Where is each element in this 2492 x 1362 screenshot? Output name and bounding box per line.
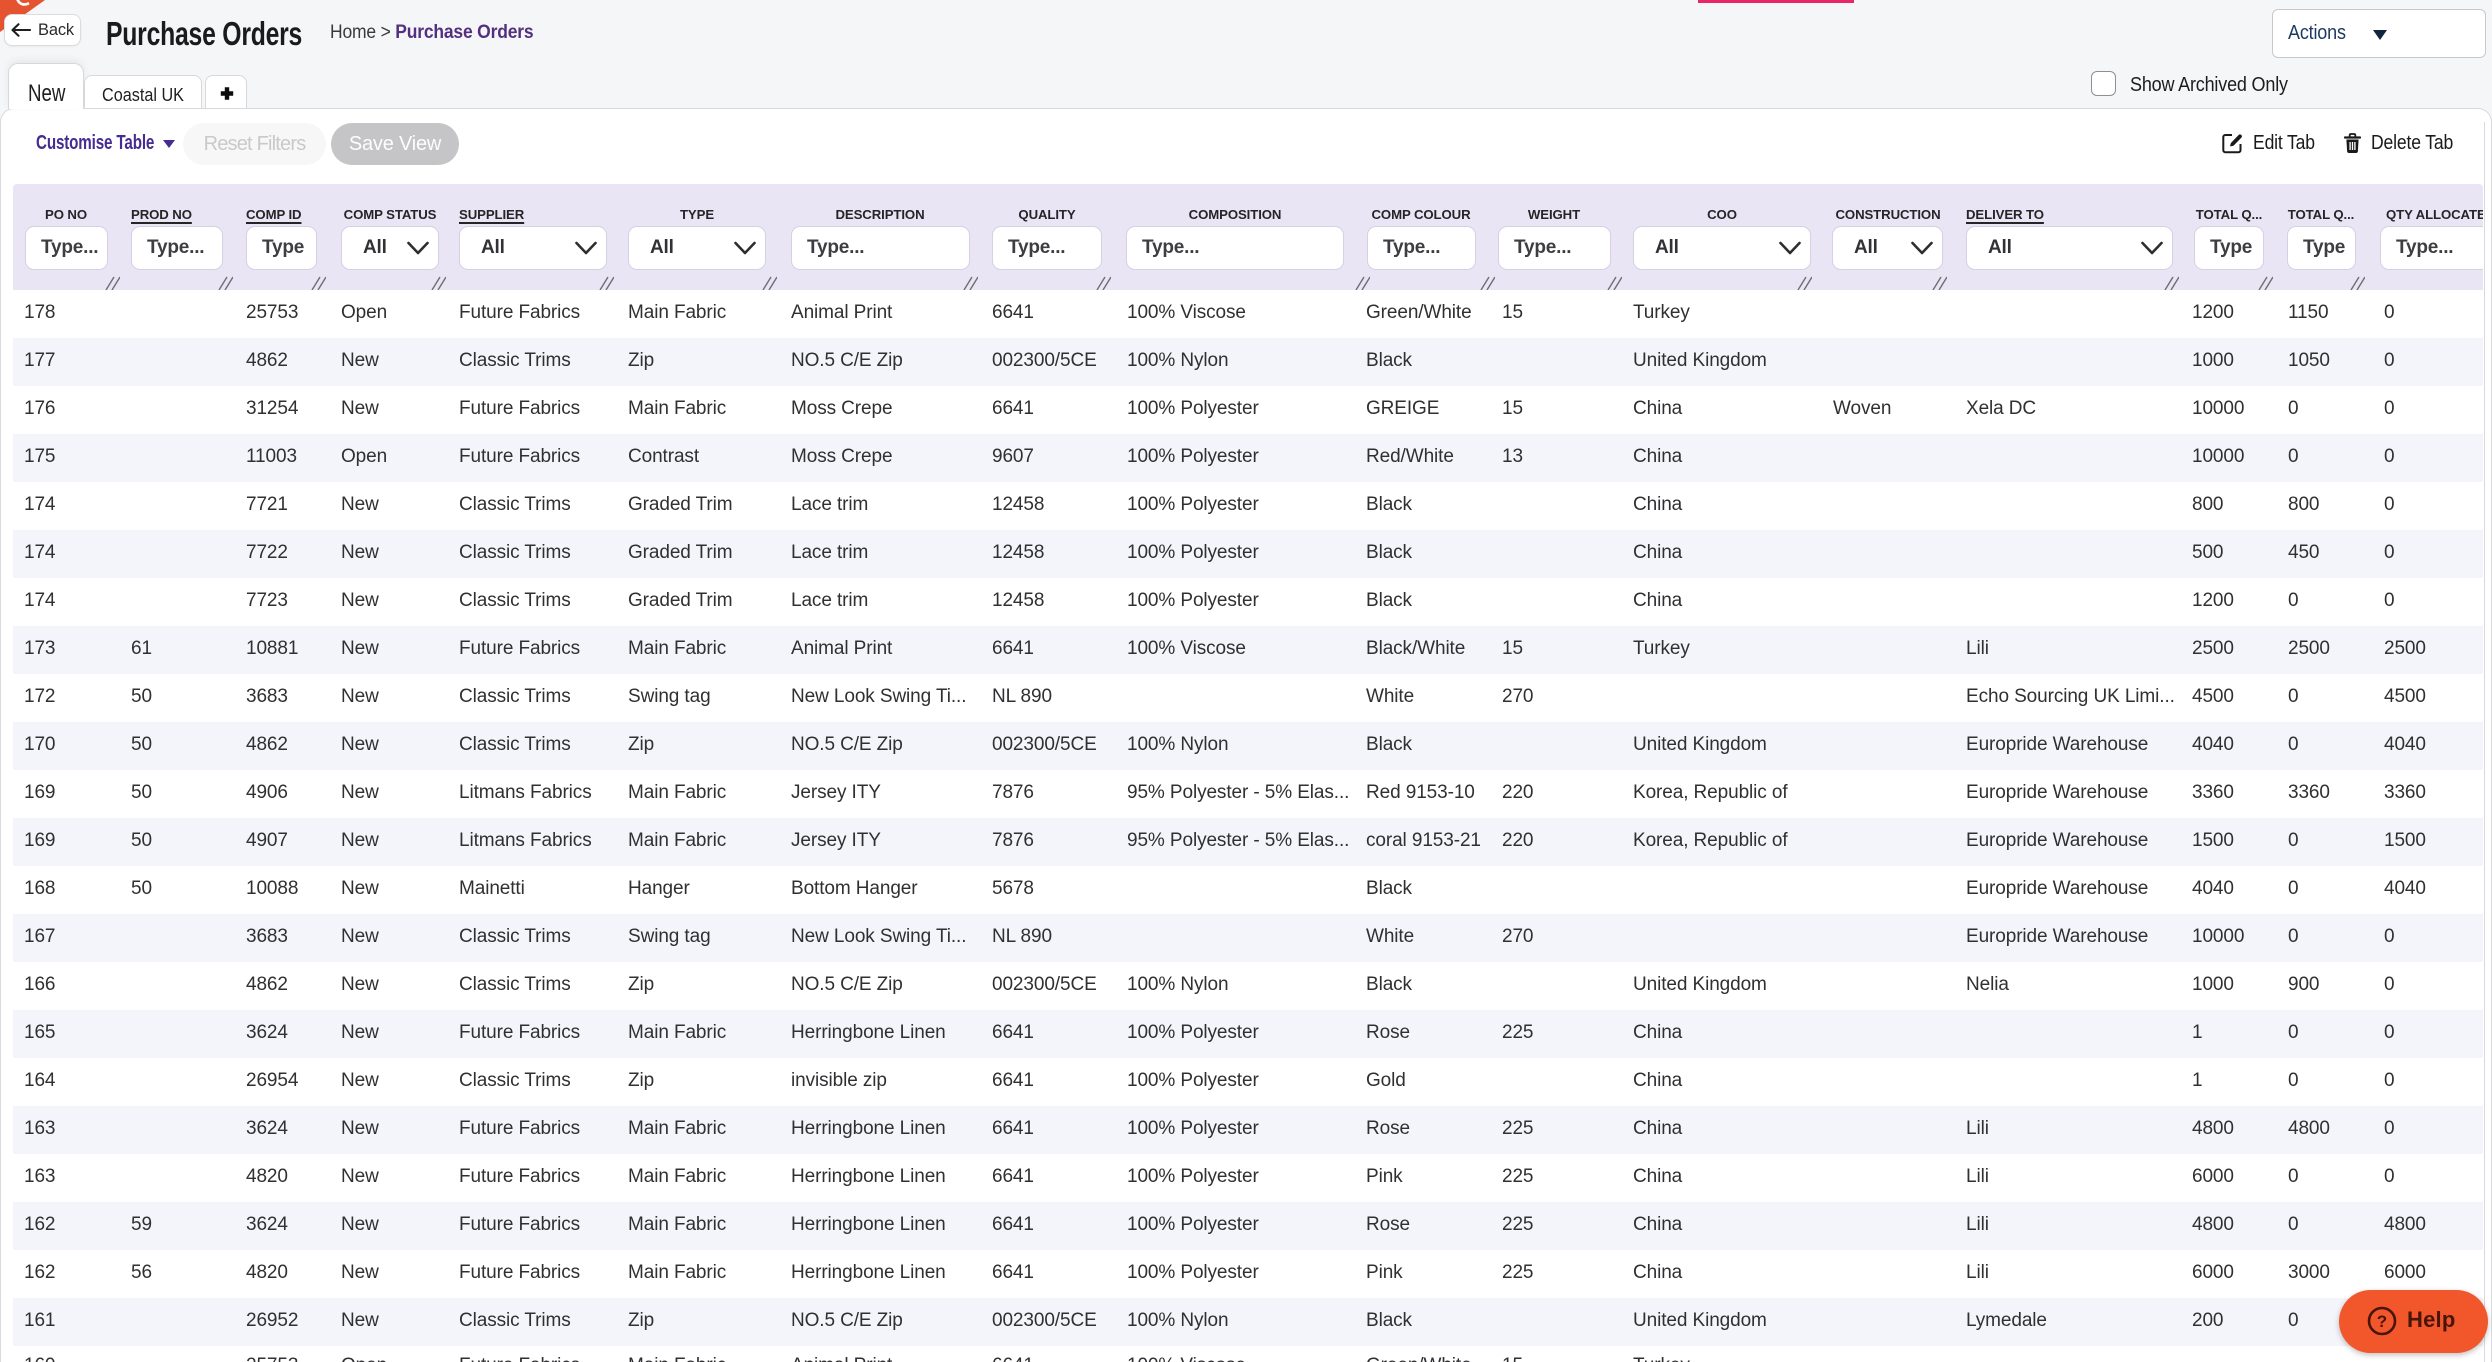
svg-text:?: ? <box>2377 1312 2387 1331</box>
